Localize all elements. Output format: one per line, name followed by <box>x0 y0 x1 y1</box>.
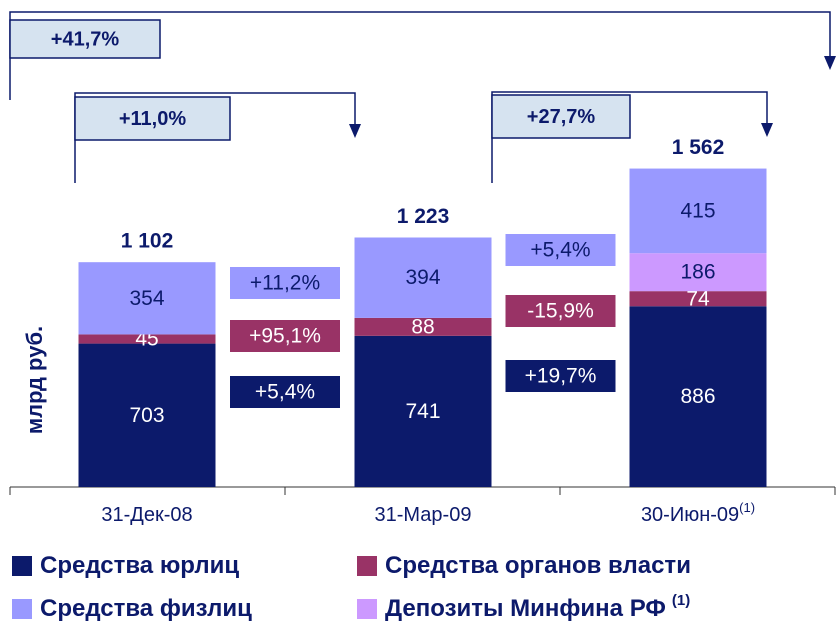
change-label: -15,9% <box>527 300 594 323</box>
bar-segment <box>629 253 767 292</box>
bracket-label: +41,7% <box>51 28 120 50</box>
change-box <box>505 360 616 392</box>
change-label: +5,4% <box>530 239 590 262</box>
change-label: +95,1% <box>249 325 321 348</box>
legend-label: Средства юрлиц <box>40 552 239 579</box>
legend-label: Средства органов власти <box>385 552 691 579</box>
bar-segment <box>354 335 492 487</box>
change-box <box>505 234 616 266</box>
bar-segment <box>629 291 767 307</box>
total-label: 1 562 <box>672 136 725 159</box>
change-box <box>505 295 616 327</box>
segment-label: 186 <box>680 261 715 284</box>
bracket-box <box>74 96 231 141</box>
bar-segment <box>78 343 216 487</box>
legend-swatch <box>12 599 32 619</box>
legend-name: Депозиты Минфина РФ <box>385 595 666 622</box>
segment-label: 74 <box>686 287 710 310</box>
category-text: 31-Дек-08 <box>101 504 192 526</box>
x-tick-label: 31-Мар-09 <box>375 504 472 526</box>
bar-segment <box>78 262 216 335</box>
segment-label: 415 <box>680 199 715 222</box>
bracket-box <box>9 19 161 59</box>
legend-swatch <box>357 599 377 619</box>
total-label: 1 102 <box>121 230 174 253</box>
bracket-label: +27,7% <box>527 106 596 128</box>
legend-note: (1) <box>672 592 690 609</box>
change-label: +11,2% <box>250 272 320 295</box>
x-tick-label: 31-Дек-08 <box>101 504 192 526</box>
change-box <box>230 320 340 352</box>
segment-label: 703 <box>129 404 164 427</box>
segment-label: 88 <box>411 315 434 338</box>
segment-label: 741 <box>405 400 440 423</box>
legend-label: Депозиты Минфина РФ (1) <box>385 592 690 622</box>
category-note: (1) <box>739 500 755 515</box>
x-tick-label: 30-Июн-09(1) <box>641 500 755 526</box>
segment-label: 354 <box>129 287 164 310</box>
bracket-arrow <box>349 124 361 138</box>
legend-swatch <box>357 556 377 576</box>
bar-segment <box>78 334 216 344</box>
category-text: 31-Мар-09 <box>375 504 472 526</box>
category-text: 30-Июн-09 <box>641 504 739 526</box>
y-axis-label: млрд руб. <box>22 326 47 434</box>
segment-label: 394 <box>405 266 440 289</box>
bar-segment <box>354 237 492 318</box>
change-label: +19,7% <box>525 365 597 388</box>
bar-segment <box>629 168 767 254</box>
change-box <box>230 376 340 408</box>
segment-label: 886 <box>680 385 715 408</box>
bracket-arrow <box>761 123 773 137</box>
bar-segment <box>354 317 492 336</box>
bracket-arrow <box>824 56 836 70</box>
legend-name: Средства органов власти <box>385 552 691 579</box>
legend-swatch <box>12 556 32 576</box>
bracket-label: +11,0% <box>119 108 187 130</box>
legend-name: Средства юрлиц <box>40 552 239 579</box>
bar-segment <box>629 306 767 487</box>
total-label: 1 223 <box>397 205 450 228</box>
bracket-box <box>491 94 631 139</box>
change-box <box>230 267 340 299</box>
legend-label: Средства физлиц <box>40 595 252 622</box>
legend-name: Средства физлиц <box>40 595 252 622</box>
change-label: +5,4% <box>255 381 315 404</box>
